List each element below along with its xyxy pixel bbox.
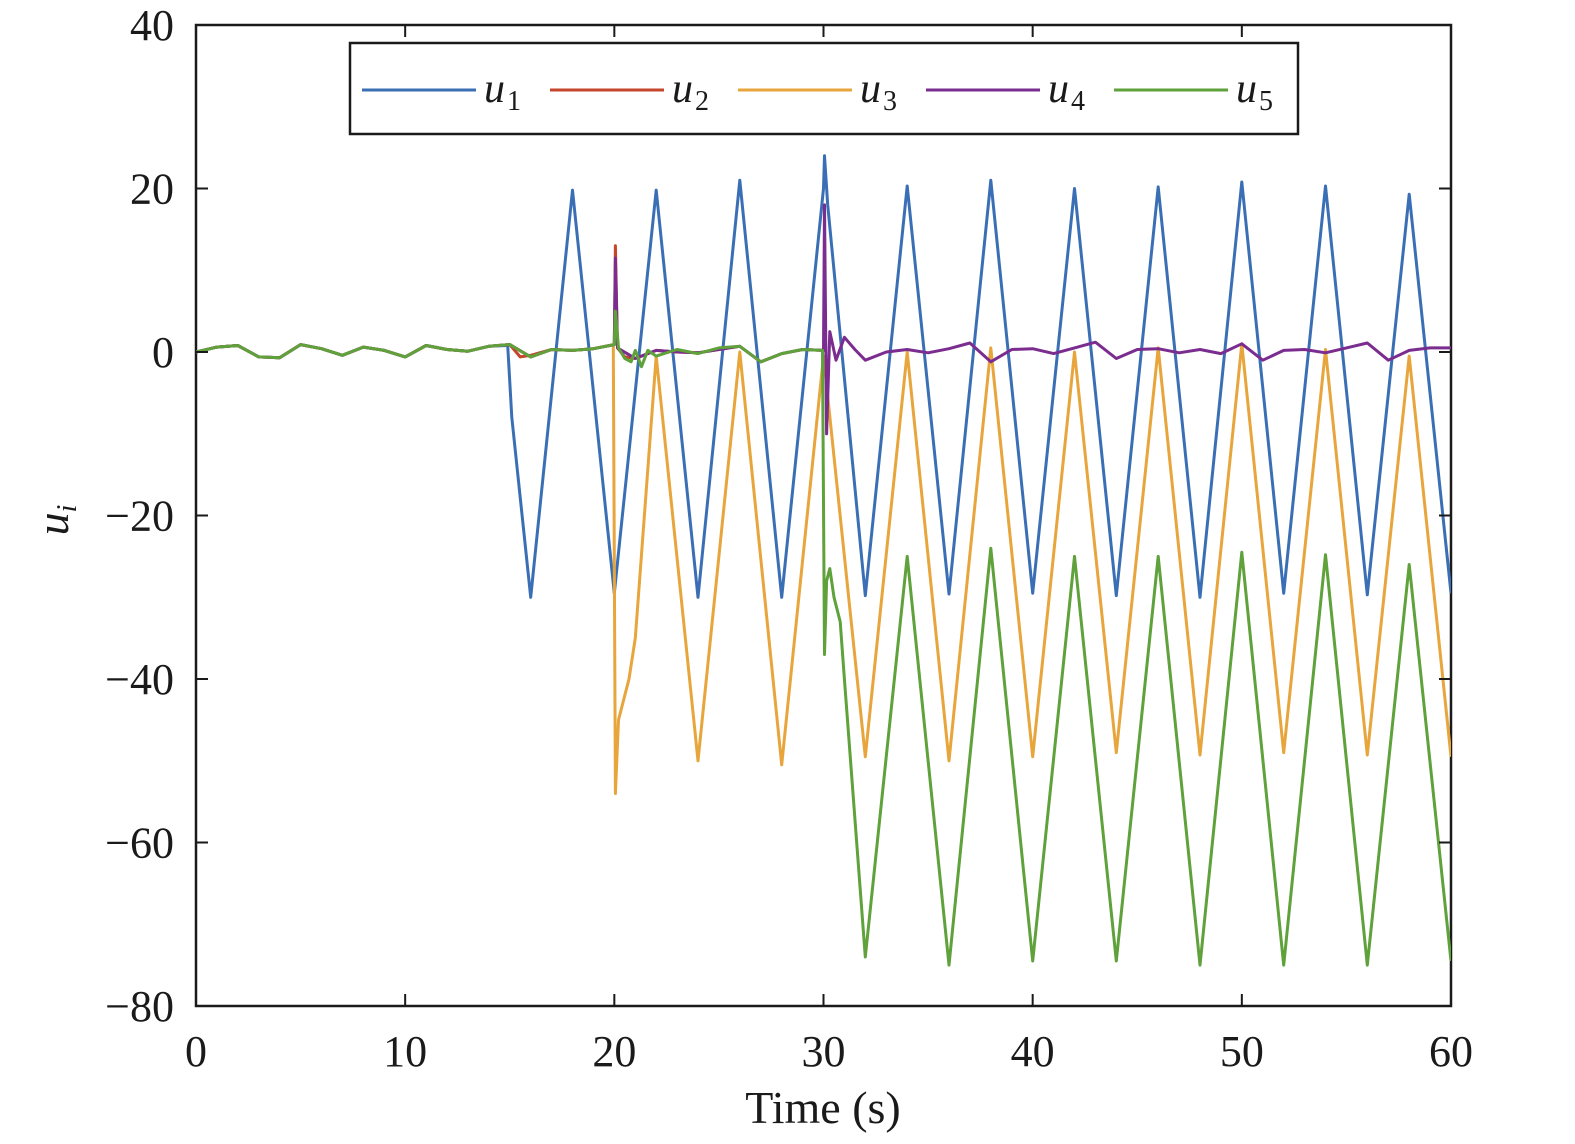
legend-label-u3: u3 <box>860 66 897 117</box>
x-tick-label: 30 <box>802 1027 846 1076</box>
y-axis-label-main: u <box>27 512 78 535</box>
legend-item-u2: u2 <box>550 66 709 117</box>
y-tick-label: 0 <box>152 328 174 377</box>
legend-items: u1 u2 u3 u4 u5 <box>362 66 1273 117</box>
x-tick-label: 50 <box>1220 1027 1264 1076</box>
legend: u1 u2 u3 u4 u5 <box>348 41 1300 136</box>
legend-label-u1: u1 <box>484 66 521 117</box>
legend-item-u3: u3 <box>738 66 897 117</box>
x-axis-tick-labels: 0 10 20 30 40 50 60 <box>185 1027 1473 1076</box>
legend-item-u1: u1 <box>362 66 521 117</box>
legend-label-u5: u5 <box>1236 66 1273 117</box>
y-tick-label: −60 <box>105 819 174 868</box>
legend-item-u4: u4 <box>926 66 1085 117</box>
plot-area <box>194 23 1453 1008</box>
y-tick-label: 20 <box>130 165 174 214</box>
legend-item-u5: u5 <box>1114 66 1273 117</box>
legend-label-u4: u4 <box>1048 66 1085 117</box>
legend-label-u2: u2 <box>672 66 709 117</box>
x-tick-label: 0 <box>185 1027 207 1076</box>
y-tick-label: 40 <box>130 1 174 50</box>
x-tick-label: 20 <box>592 1027 636 1076</box>
y-axis-tick-labels: 40 20 0 −20 −40 −60 −80 <box>105 1 174 1031</box>
y-tick-label: −20 <box>105 492 174 541</box>
tick-marks <box>195 24 1452 1007</box>
series-line-u5 <box>196 309 1451 967</box>
x-tick-label: 60 <box>1429 1027 1473 1076</box>
series-layer <box>196 154 1451 967</box>
x-tick-label: 10 <box>383 1027 427 1076</box>
y-axis-label-sub: i <box>52 505 83 513</box>
x-tick-label: 40 <box>1011 1027 1055 1076</box>
x-axis-label: Time (s) <box>745 1082 901 1133</box>
y-tick-label: −80 <box>105 982 174 1031</box>
y-tick-label: −40 <box>105 655 174 704</box>
y-axis-label: ui <box>27 505 83 536</box>
